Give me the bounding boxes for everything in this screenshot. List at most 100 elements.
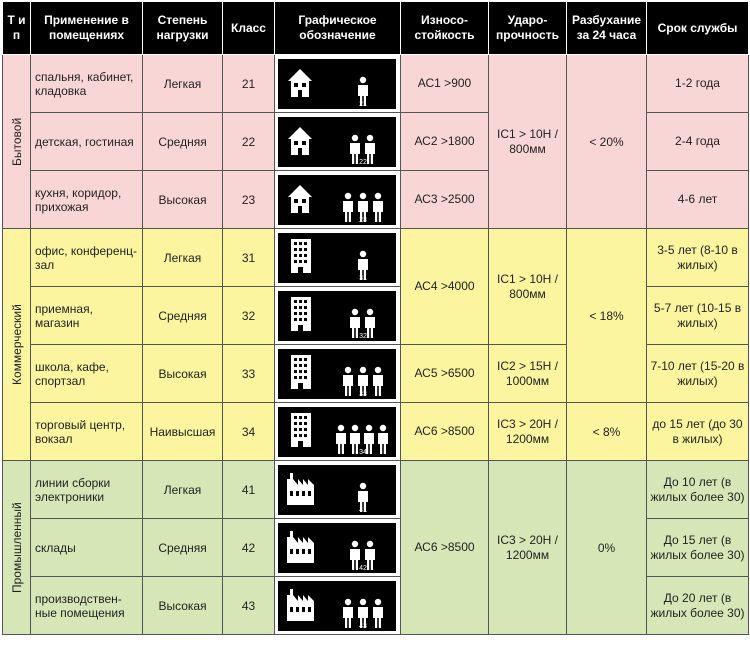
symbol-cell: 22 [274,112,401,171]
house-two-people-icon: 22 [278,116,396,167]
usage-cell: школа, кафе, спортзал [30,344,143,403]
symbol-cell: 41 [274,460,401,519]
class-cell: 31 [222,228,275,287]
impact-cell: IC1 > 10H / 800мм [488,54,567,229]
swelling-cell: < 8% [566,402,647,461]
usage-cell: производствен-ные помещения [30,576,143,635]
life-cell: до 15 лет (до 30 в жилых) [646,402,749,461]
class-cell: 41 [222,460,275,519]
building-two-people-icon: 32 [278,290,396,341]
header-symbol: Графическое обозначение [274,1,401,55]
table-row: школа, кафе, спортзал Высокая 33 33 АС5 … [3,344,749,403]
load-cell: Легкая [142,460,223,519]
usage-cell: детская, гостиная [30,112,143,171]
class-cell: 43 [222,576,275,635]
class-cell: 22 [222,112,275,171]
wear-cell: АС5 >6500 [400,344,489,403]
svg-text:43: 43 [359,623,367,630]
svg-text:42: 42 [359,565,367,572]
usage-cell: торговый центр, вокзал [30,402,143,461]
usage-cell: кухня, коридор, прихожая [30,170,143,229]
symbol-cell: 43 [274,576,401,635]
life-cell: 3-5 лет (8-10 в жилых) [646,228,749,287]
load-cell: Средняя [142,286,223,345]
house-one-person-icon: 21 [278,58,396,109]
header-swelling: Разбухание за 24 часа [566,1,647,55]
load-cell: Наивысшая [142,402,223,461]
building-one-person-icon: 31 [278,232,396,283]
swelling-cell: 0% [566,460,647,635]
class-cell: 23 [222,170,275,229]
life-cell: 7-10 лет (15-20 в жилых) [646,344,749,403]
table-row: производствен-ные помещения Высокая 43 4… [3,576,749,635]
type-household: Бытовой [2,54,31,229]
header-wear: Износо-стойкость [400,1,489,55]
load-cell: Высокая [142,576,223,635]
load-cell: Высокая [142,170,223,229]
table-row: торговый центр, вокзал Наивысшая 34 34 А… [3,402,749,461]
factory-one-person-icon: 41 [278,464,396,515]
header-impact: Ударо-прочность [488,1,567,55]
svg-text:22: 22 [359,159,367,166]
svg-text:34: 34 [359,449,367,456]
header-life: Срок службы [646,1,749,55]
flooring-classes-table: Т и п Применение в помещениях Степень на… [2,1,749,635]
svg-text:33: 33 [359,391,367,398]
table-row: приемная, магазин Средняя 32 32 5-7 лет … [3,286,749,345]
table-row: кухня, коридор, прихожая Высокая 23 23 А… [3,170,749,229]
symbol-cell: 31 [274,228,401,287]
table-row: Промышленный линии сборки электроники Ле… [2,460,749,635]
factory-three-people-icon: 43 [278,580,396,631]
load-cell: Легкая [142,54,223,113]
load-cell: Средняя [142,518,223,577]
life-cell: До 15 лет (в жилых более 30) [646,518,749,577]
class-cell: 32 [222,286,275,345]
symbol-cell: 34 [274,402,401,461]
life-cell: 5-7 лет (10-15 в жилых) [646,286,749,345]
wear-cell: АС4 >4000 [400,228,489,345]
usage-cell: офис, конференц-зал [30,228,143,287]
svg-text:31: 31 [359,275,367,282]
load-cell: Высокая [142,344,223,403]
header-type: Т и п [2,1,31,55]
usage-cell: спальня, кабинет, кладовка [30,54,143,113]
table-row: склады Средняя 42 42 До 15 лет (в жилых … [3,518,749,577]
factory-two-people-icon: 42 [278,522,396,573]
life-cell: 1-2 года [646,54,749,113]
life-cell: До 10 лет (в жилых более 30) [646,460,749,519]
wear-cell: АС3 >2500 [400,170,489,229]
usage-cell: линии сборки электроники [30,460,143,519]
symbol-cell: 21 [274,54,401,113]
building-four-people-icon: 34 [278,406,396,457]
life-cell: До 20 лет (в жилых более 30) [646,576,749,635]
life-cell: 4-6 лет [646,170,749,229]
impact-cell: IC3 > 20H / 1200мм [488,460,567,635]
table-row: детская, гостиная Средняя 22 22 АС2 >180… [3,112,749,171]
swelling-cell: < 18% [566,228,647,403]
svg-text:21: 21 [359,101,367,108]
load-cell: Легкая [142,228,223,287]
type-industrial: Промышленный [2,460,31,635]
building-three-people-icon: 33 [278,348,396,399]
class-cell: 21 [222,54,275,113]
impact-cell: IC2 > 15H / 1000мм [488,344,567,403]
class-cell: 33 [222,344,275,403]
table-row: Коммерческий офис, конференц-зал Легкая … [2,228,749,461]
class-cell: 42 [222,518,275,577]
header-class: Класс [222,1,275,55]
wear-cell: АС2 >1800 [400,112,489,171]
impact-cell: IC3 > 20H / 1200мм [488,402,567,461]
table-row: Бытовой спальня, кабинет, кладовка Легка… [2,54,749,229]
usage-cell: приемная, магазин [30,286,143,345]
type-commercial: Коммерческий [2,228,31,461]
wear-cell: АС6 >8500 [400,460,489,635]
symbol-cell: 32 [274,286,401,345]
svg-text:23: 23 [359,217,367,224]
impact-cell: IC1 > 10H / 800мм [488,228,567,345]
header-row: Т и п Применение в помещениях Степень на… [2,1,749,55]
usage-cell: склады [30,518,143,577]
svg-text:41: 41 [359,507,367,514]
header-usage: Применение в помещениях [30,1,143,55]
class-cell: 34 [222,402,275,461]
house-three-people-icon: 23 [278,174,396,225]
